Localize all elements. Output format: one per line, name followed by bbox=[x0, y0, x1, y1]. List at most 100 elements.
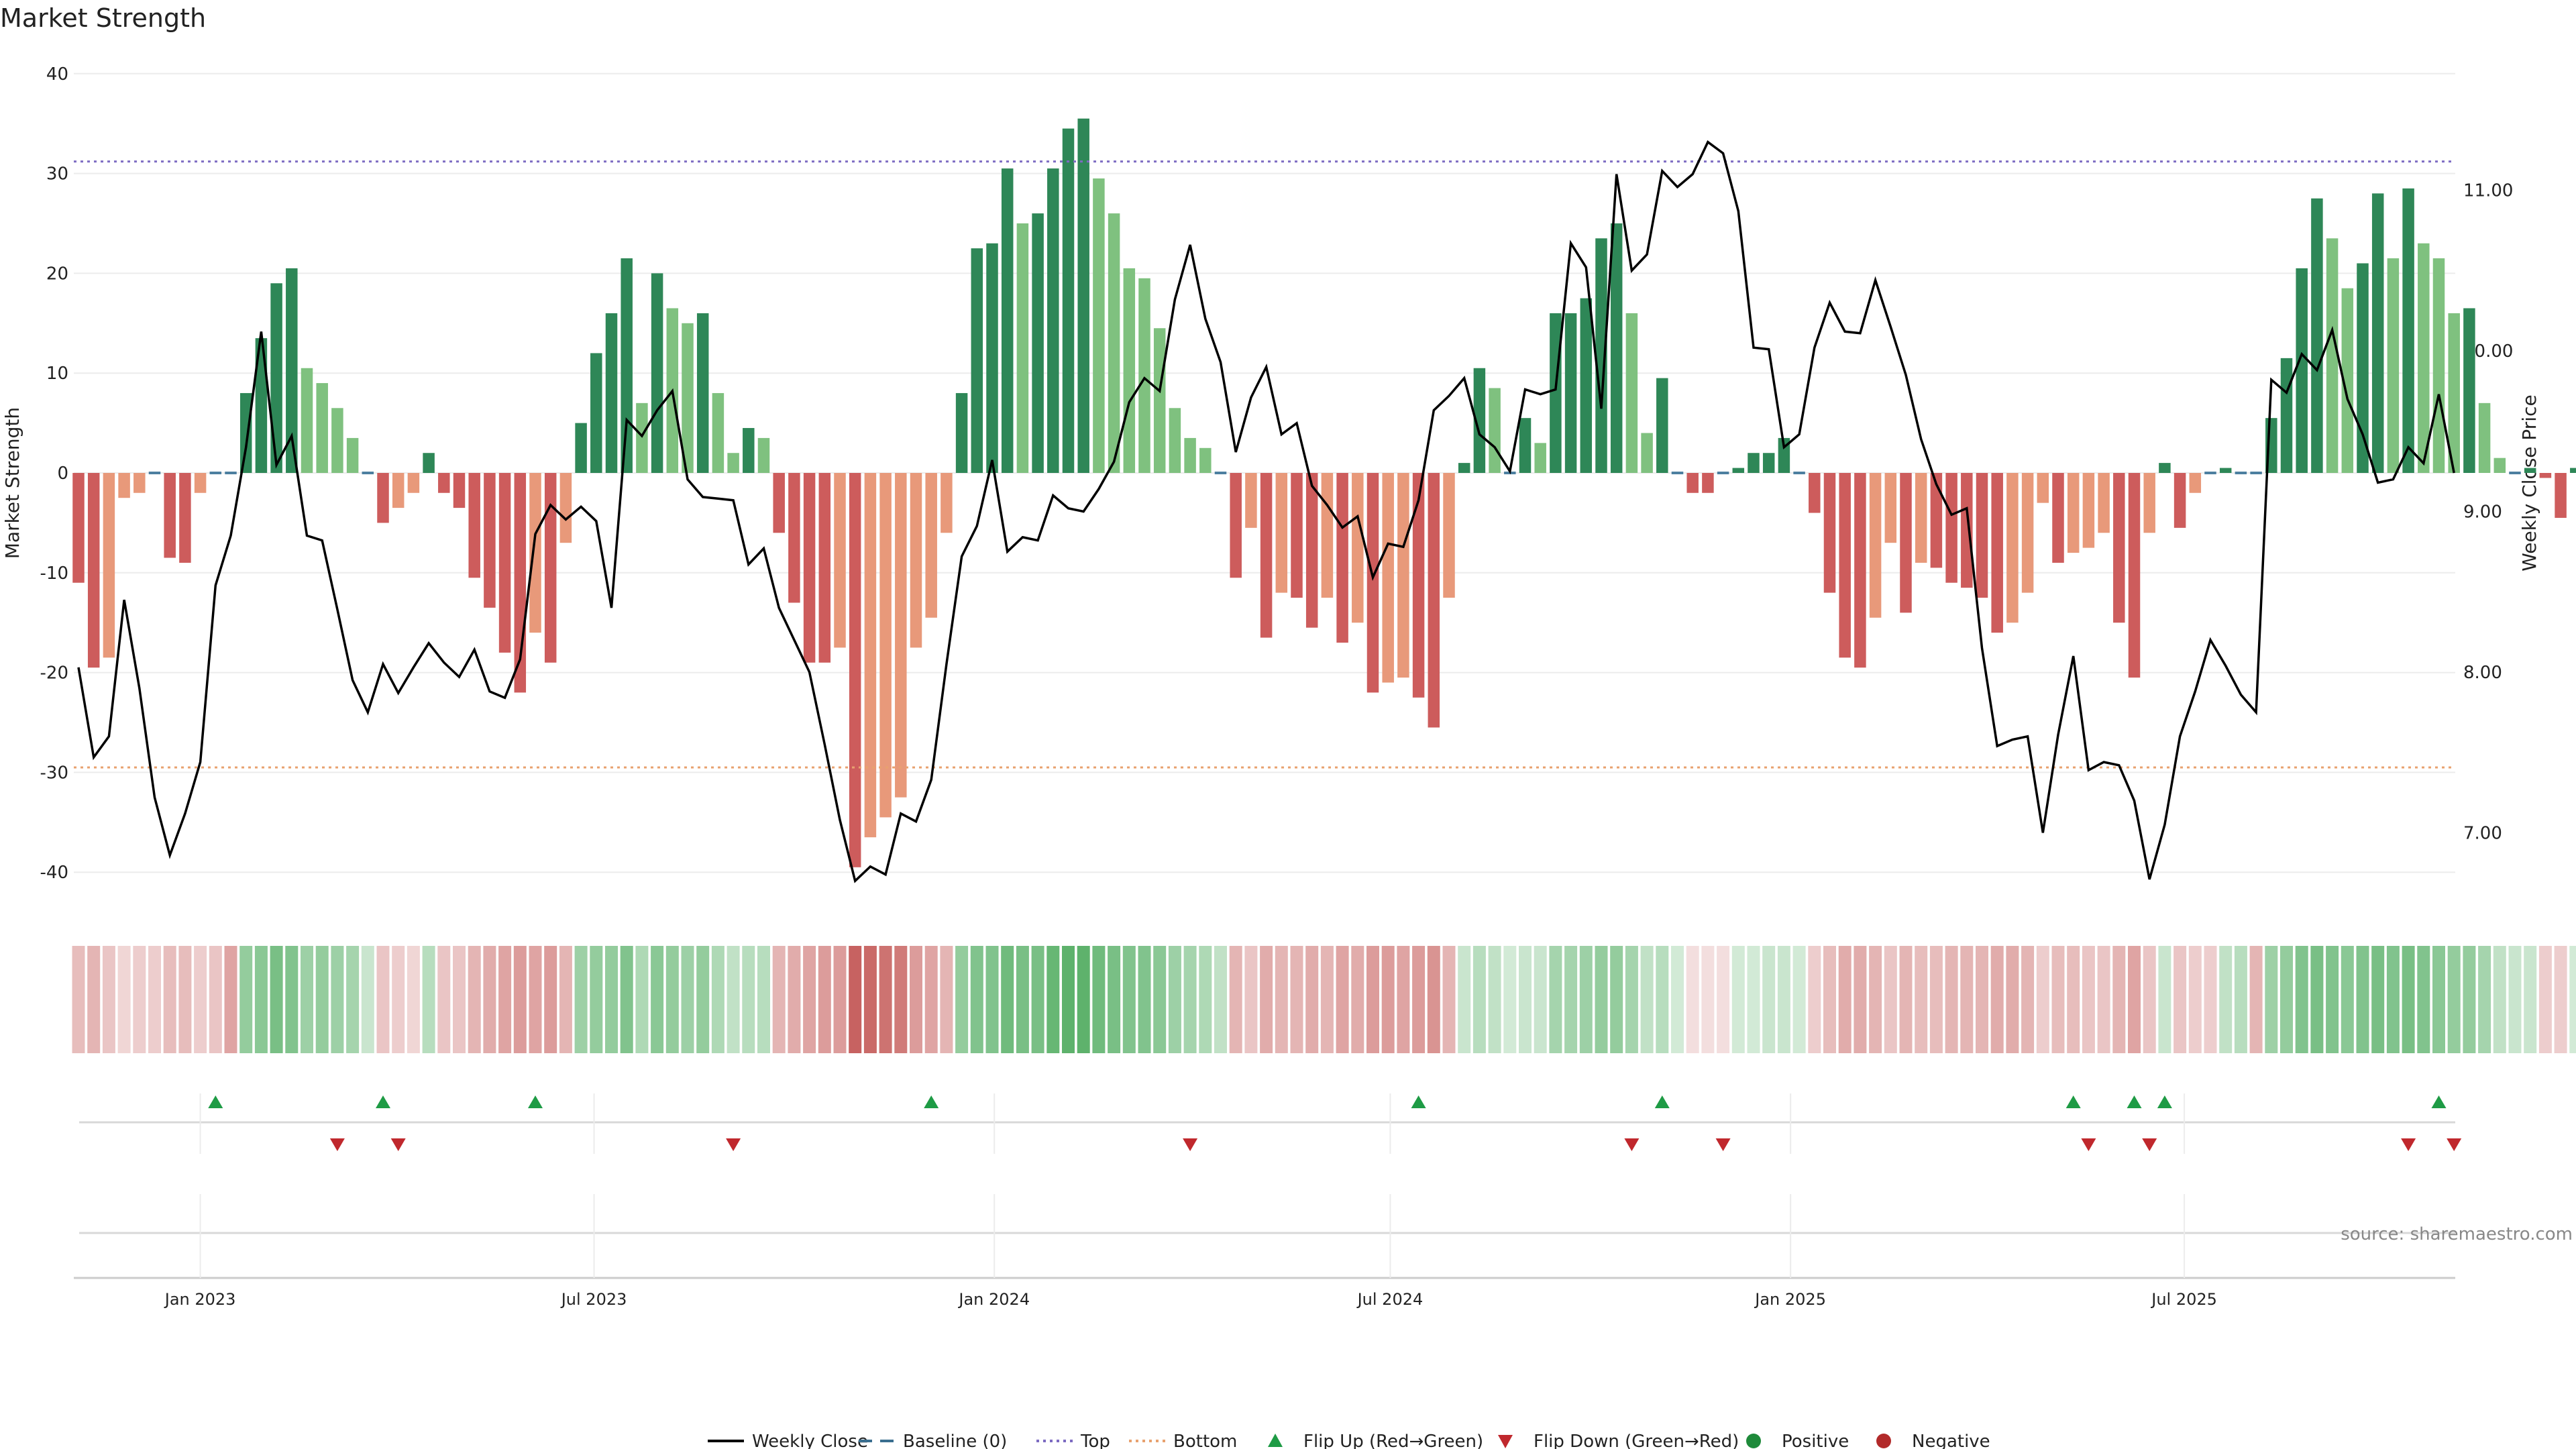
heat-cell bbox=[1564, 946, 1578, 1053]
negative-strength-bar bbox=[2174, 473, 2186, 528]
negative-strength-bar bbox=[1823, 473, 1836, 593]
positive-strength-bar bbox=[727, 453, 739, 473]
x-tick-marks bbox=[199, 1093, 2186, 1278]
negative-strength-bar bbox=[164, 473, 176, 558]
x-tick-labels: Jan 2023 Jul 2023 Jan 2024 Jul 2024 Jan 2025… bbox=[164, 1290, 2217, 1309]
heat-cell bbox=[194, 946, 207, 1053]
heat-cell bbox=[2188, 946, 2202, 1053]
negative-strength-bar bbox=[2006, 473, 2019, 623]
negative-strength-bar bbox=[773, 473, 785, 533]
y-axis-label: Market Strength bbox=[1, 407, 23, 559]
heat-cell bbox=[1838, 946, 1851, 1053]
negative-strength-bar bbox=[1428, 473, 1440, 728]
flip-down-marker bbox=[2142, 1138, 2157, 1151]
heat-cell bbox=[2219, 946, 2233, 1053]
heat-cell bbox=[468, 946, 481, 1053]
negative-strength-bar bbox=[1686, 473, 1699, 493]
legend-label: Bottom bbox=[1173, 1432, 1237, 1449]
heat-cell bbox=[1016, 946, 1029, 1053]
heat-cell bbox=[940, 946, 953, 1053]
negative-strength-bar bbox=[925, 473, 937, 618]
heat-cell bbox=[1579, 946, 1593, 1053]
x-tick-label: Jul 2023 bbox=[560, 1290, 627, 1309]
positive-strength-bar bbox=[651, 273, 663, 473]
heat-cell bbox=[2371, 946, 2385, 1053]
baseline-bar bbox=[1671, 472, 1684, 474]
legend-label: Flip Up (Red→Green) bbox=[1303, 1432, 1483, 1449]
positive-strength-bar bbox=[301, 368, 313, 473]
heat-cell bbox=[559, 946, 572, 1053]
heat-cell bbox=[1884, 946, 1897, 1053]
positive-strength-bar bbox=[331, 408, 343, 473]
legend-label: Top bbox=[1080, 1432, 1110, 1449]
heat-cell bbox=[665, 946, 679, 1053]
negative-strength-bar bbox=[2143, 473, 2155, 533]
negative-strength-bar bbox=[118, 473, 130, 498]
heat-cell bbox=[1656, 946, 1669, 1053]
heat-cell bbox=[2417, 946, 2430, 1053]
heat-cell bbox=[2295, 946, 2308, 1053]
y2-tick-label: 7.00 bbox=[2463, 823, 2502, 843]
negative-strength-bar bbox=[1366, 473, 1379, 693]
positive-strength-bar bbox=[2418, 243, 2430, 473]
heat-cell bbox=[376, 946, 390, 1053]
negative-strength-bar bbox=[468, 473, 480, 578]
positive-strength-bar bbox=[1077, 118, 1089, 473]
heat-cell bbox=[1381, 946, 1395, 1053]
heat-cell bbox=[301, 946, 313, 1053]
heat-cell bbox=[2234, 946, 2247, 1053]
source-note: source: sharemaestro.com bbox=[2341, 1224, 2573, 1244]
y2-axis-label: Weekly Close Price bbox=[2518, 394, 2540, 571]
heat-cell bbox=[1990, 946, 2004, 1053]
positive-strength-bar bbox=[955, 392, 968, 473]
positive-strength-bar bbox=[2219, 468, 2232, 473]
positive-strength-bar bbox=[682, 323, 694, 473]
negative-strength-bar bbox=[1275, 473, 1288, 593]
positive-strength-bar bbox=[2448, 313, 2460, 473]
negative-strength-bar bbox=[2098, 473, 2110, 533]
heat-cell bbox=[1519, 946, 1532, 1053]
heat-cell bbox=[117, 946, 131, 1053]
heat-cell bbox=[1671, 946, 1684, 1053]
negative-strength-bar bbox=[803, 473, 816, 663]
positive-strength-bar bbox=[239, 392, 252, 473]
heat-cell bbox=[2021, 946, 2035, 1053]
positive-strength-bar bbox=[1656, 378, 1668, 473]
flip-down-marker bbox=[1183, 1138, 1198, 1151]
heat-cell bbox=[635, 946, 649, 1053]
heat-cell bbox=[1122, 946, 1136, 1053]
heat-cell bbox=[422, 946, 435, 1053]
negative-strength-bar bbox=[2539, 473, 2552, 478]
positive-strength-bar bbox=[2326, 238, 2339, 473]
negative-strength-bar bbox=[194, 473, 207, 493]
flip-down-marker bbox=[390, 1138, 406, 1151]
negative-strength-bar bbox=[1945, 473, 1957, 583]
heat-cell bbox=[879, 946, 892, 1053]
heat-cell bbox=[2280, 946, 2293, 1053]
heat-cell bbox=[392, 946, 405, 1053]
negative-strength-bar bbox=[1230, 473, 1242, 578]
heat-cell bbox=[2463, 946, 2476, 1053]
heat-cell bbox=[1427, 946, 1440, 1053]
flip-down-marker bbox=[726, 1138, 741, 1151]
heat-cell bbox=[163, 946, 176, 1053]
positive-strength-bar bbox=[2341, 288, 2354, 473]
heat-cell bbox=[605, 946, 618, 1053]
heat-cell bbox=[209, 946, 222, 1053]
heat-cell bbox=[863, 946, 877, 1053]
negative-strength-bar bbox=[1291, 473, 1303, 598]
baseline-bar bbox=[2204, 472, 2216, 474]
heat-cell bbox=[711, 946, 724, 1053]
x-tick-label: Jul 2025 bbox=[2150, 1290, 2217, 1309]
heat-cell bbox=[1199, 946, 1212, 1053]
heat-cell bbox=[1869, 946, 1882, 1053]
positive-strength-bar bbox=[2357, 263, 2369, 473]
heat-cell bbox=[1229, 946, 1242, 1053]
positive-strength-bar bbox=[2570, 468, 2576, 473]
heat-cell bbox=[2036, 946, 2049, 1053]
heat-cell bbox=[1290, 946, 1303, 1053]
negative-strength-bar bbox=[407, 473, 420, 493]
negative-strength-bar bbox=[438, 473, 450, 493]
heat-cell bbox=[2569, 946, 2576, 1053]
